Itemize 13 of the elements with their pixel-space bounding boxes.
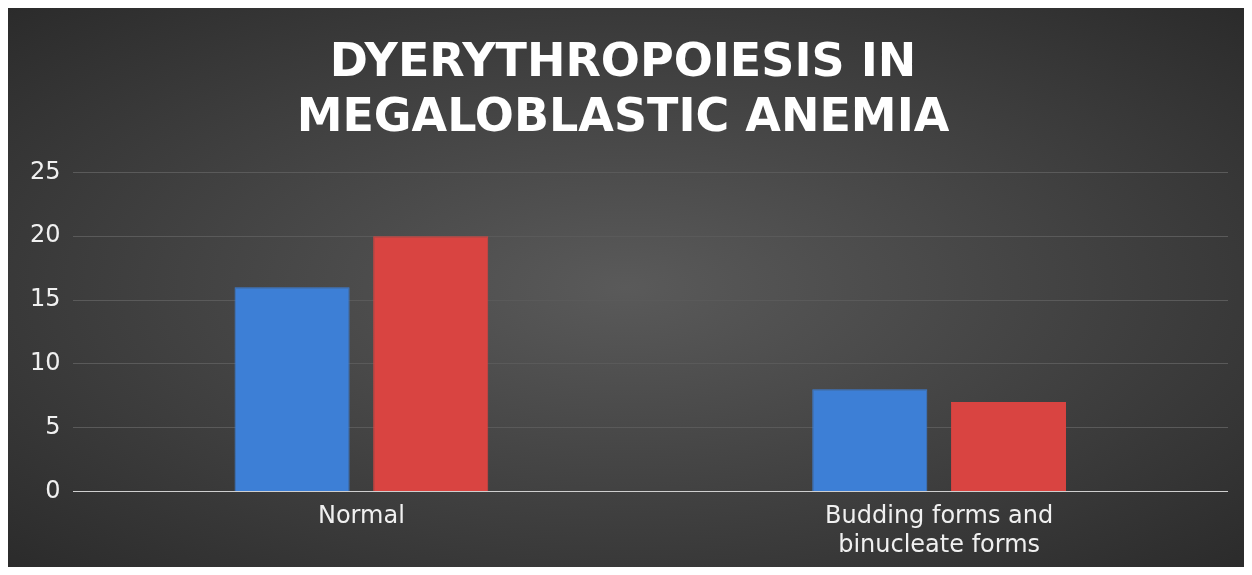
y-tick-label: 20 (29, 220, 61, 249)
chart-title: DYERYTHROPOIESIS IN MEGALOBLASTIC ANEMIA (296, 32, 950, 142)
y-tick-label: 5 (45, 411, 61, 440)
y-tick-label: 15 (29, 284, 61, 313)
y-tick-label: 10 (29, 348, 61, 377)
y-tick-label: 0 (45, 475, 61, 504)
bar (234, 287, 350, 491)
bar (373, 236, 489, 491)
y-tick-label: 25 (29, 156, 61, 185)
x-tick-label: Normal (317, 501, 405, 530)
bar (950, 402, 1066, 491)
x-tick-label: Budding forms and binucleate forms (825, 501, 1054, 558)
bar (812, 389, 928, 491)
